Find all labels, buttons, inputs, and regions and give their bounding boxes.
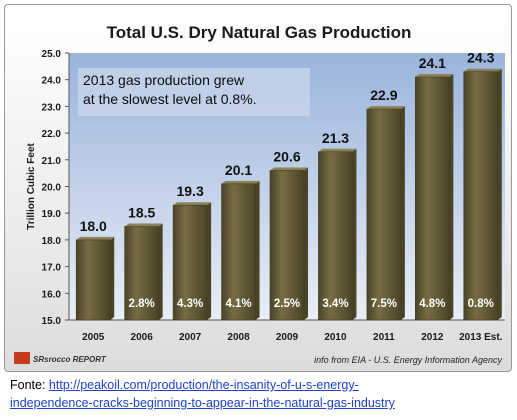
source-link[interactable]: http://peakoil.com/production/the-insani… [10,378,395,410]
y-tick-label: 22.0 [42,129,62,140]
bar-side [449,74,454,320]
bar-value-label: 19.3 [176,183,203,199]
bar-top [318,148,357,152]
bar [318,151,353,321]
source-prefix: Fonte: [10,378,49,392]
y-tick-label: 21.0 [42,156,62,167]
bar-side [497,68,502,320]
annotation-text: 2013 gas production grew [83,72,245,88]
source-caption: Fonte: http://peakoil.com/production/the… [10,376,510,412]
bar [269,170,305,321]
bar-growth-label: 4.3% [177,298,203,310]
bar-top [463,68,502,72]
bar-value-label: 24.1 [419,55,446,71]
bar-top [270,167,308,171]
x-tick-label: 2007 [179,332,202,343]
y-tick-label: 16.0 [42,289,62,300]
bar-top [76,236,115,240]
bar-growth-label: 3.4% [322,298,348,310]
x-tick-label: 2005 [82,332,105,343]
y-tick-label: 17.0 [42,263,62,274]
x-tick-label: 2006 [131,332,154,343]
bar-side [400,106,405,320]
bar-top [221,180,260,184]
bar-side [110,236,115,320]
logo-text: SRsrocco REPORT [33,355,107,364]
source-link-line-1: http://peakoil.com/production/the-insani… [48,378,359,392]
bar-value-label: 20.6 [273,148,300,164]
bar [463,71,499,321]
bar-growth-label: 4.8% [419,298,445,310]
y-tick-label: 23.0 [42,102,62,113]
bar-top [415,74,454,78]
source-note: info from EIA - U.S. Energy Information … [314,355,502,365]
y-tick-label: 15.0 [42,316,62,327]
bar-growth-label: 0.8% [468,298,494,310]
bar-side [158,223,163,320]
bar-value-label: 18.5 [128,205,155,221]
bar-value-label: 20.1 [225,162,252,178]
bar [172,204,208,321]
bar-side [352,148,357,320]
bar-side [255,180,260,320]
y-axis-label: Trillion Cubic Feet [26,142,37,229]
bar-growth-label: 2.5% [274,298,300,310]
y-tick-label: 20.0 [42,183,62,194]
bar-side [304,167,308,320]
bar-growth-label: 2.8% [129,298,155,310]
bar [366,108,402,321]
annotation-text: at the slowest level at 0.8%. [83,91,257,107]
bar-growth-label: 4.1% [225,298,251,310]
x-tick-label: 2010 [324,332,347,343]
bar [124,226,159,321]
chart-title: Total U.S. Dry Natural Gas Production [107,23,412,42]
x-tick-label: 2012 [421,332,444,343]
chart-svg: Total U.S. Dry Natural Gas Production 15.… [14,23,505,365]
x-tick-label: 2013 Est. [459,332,503,343]
bar-value-label: 18.0 [80,218,107,234]
bar-value-label: 21.3 [322,130,349,146]
bar-value-label: 24.3 [467,50,494,66]
logo-icon [14,352,30,364]
y-tick-label: 18.0 [42,236,62,247]
y-tick-label: 25.0 [42,49,62,60]
bar-top [173,202,212,206]
annotation-box [78,68,310,116]
bar-growth-label: 7.5% [371,298,397,310]
bar-top [124,223,163,227]
bar [221,183,256,321]
source-link-line-2: independence-cracks-beginning-to-appear-… [10,396,395,410]
bar-side [207,202,212,320]
y-tick-label: 19.0 [42,209,62,220]
bar-top [366,106,405,110]
x-tick-label: 2011 [373,332,395,343]
x-tick-label: 2009 [276,332,299,343]
x-tick-label: 2008 [227,332,250,343]
chart-figure: Total U.S. Dry Natural Gas Production 15.… [4,4,512,372]
y-tick-label: 24.0 [42,76,62,87]
bar-value-label: 22.9 [370,87,397,103]
bar [415,76,450,321]
bar [75,239,111,321]
